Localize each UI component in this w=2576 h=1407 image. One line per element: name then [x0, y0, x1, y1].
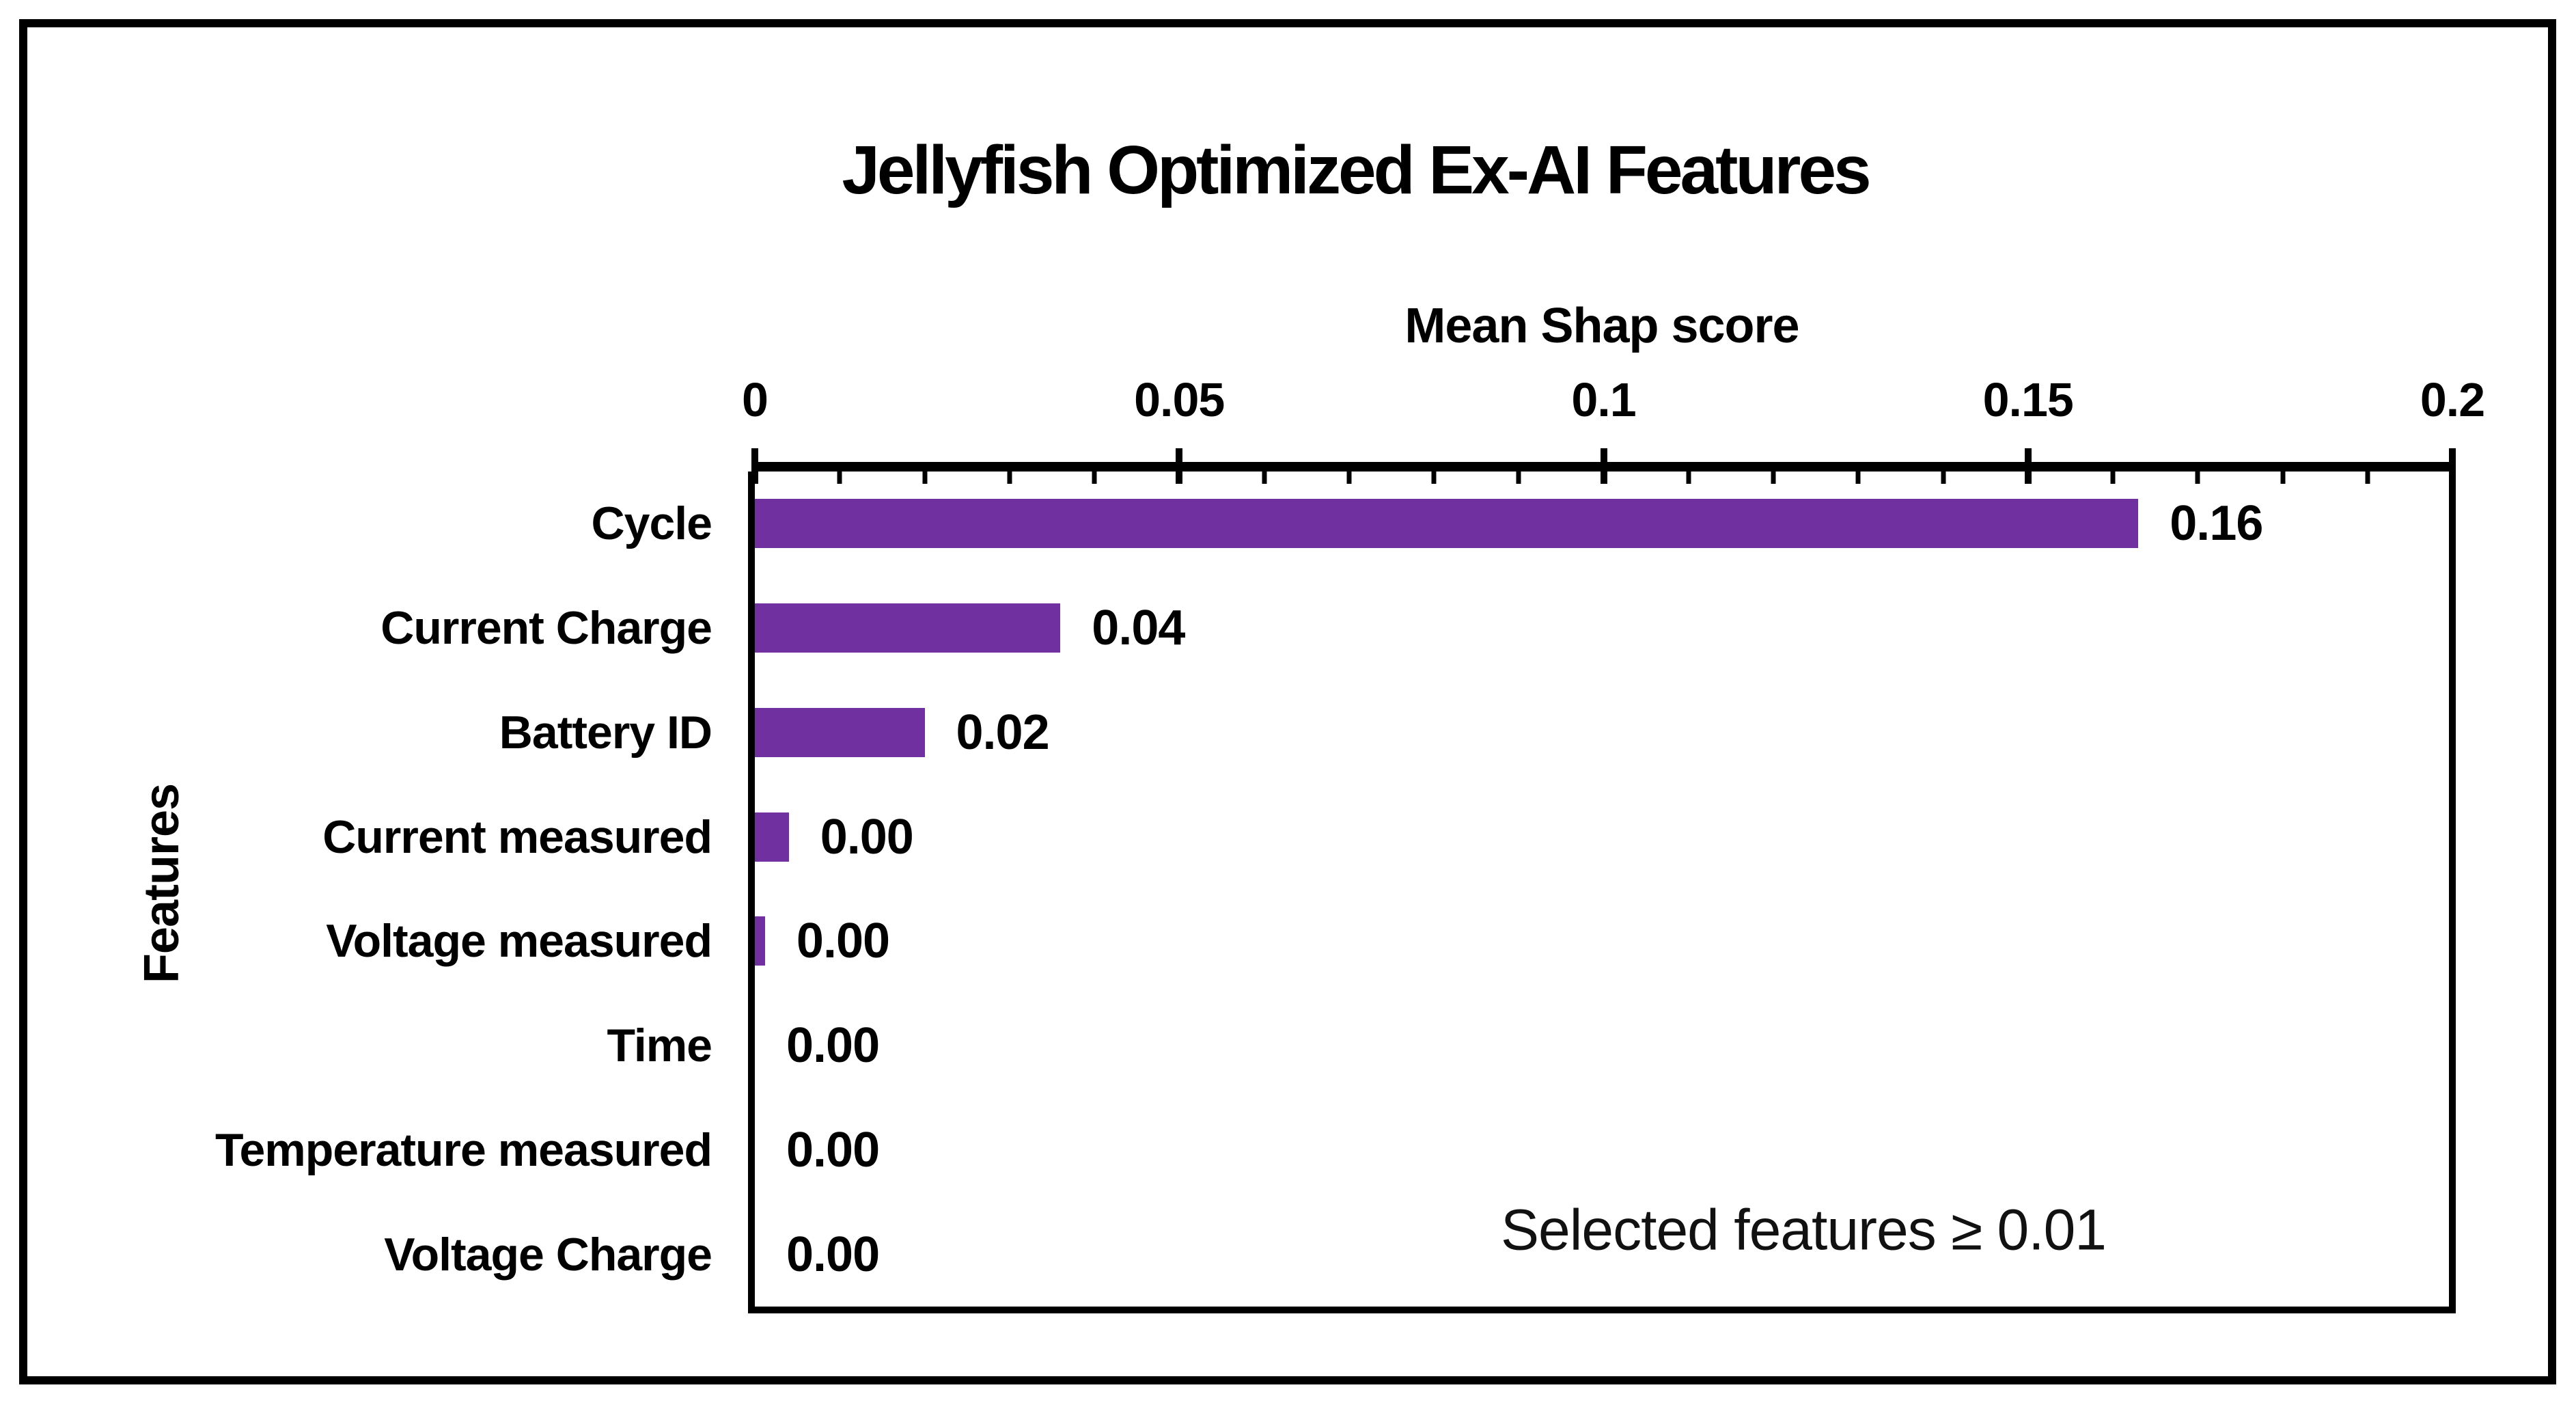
value-label: 0.00 [786, 1227, 880, 1282]
x-tick-label: 0.15 [1982, 373, 2074, 426]
chart-frame [19, 19, 2556, 1384]
category-label: Battery ID [499, 706, 712, 759]
category-label: Cycle [591, 497, 712, 550]
x-minor-tick [1346, 472, 1352, 484]
x-minor-tick [922, 472, 927, 484]
x-minor-tick [1262, 472, 1266, 484]
plot-border-left [748, 472, 755, 1313]
x-minor-tick [1092, 472, 1097, 484]
x-tick-label: 0 [742, 373, 768, 426]
x-minor-tick [1007, 472, 1012, 484]
x-major-tick [1600, 448, 1607, 484]
bar [755, 603, 1061, 653]
value-label: 0.00 [786, 1018, 880, 1074]
x-major-tick [751, 448, 758, 484]
category-label: Voltage measured [326, 915, 712, 968]
x-minor-tick [837, 472, 842, 484]
x-minor-tick [2195, 472, 2200, 484]
x-tick-label: 0.1 [1571, 373, 1636, 426]
x-minor-tick [2110, 472, 2116, 484]
x-major-tick [2449, 448, 2456, 484]
value-label: 0.02 [956, 705, 1050, 760]
category-label: Voltage Charge [384, 1228, 712, 1281]
bar [755, 812, 789, 862]
plot-border-bottom [748, 1307, 2456, 1313]
x-minor-tick [1941, 472, 1945, 484]
chart-title: Jellyfish Optimized Ex-AI Features [842, 132, 1871, 208]
x-tick-label: 0.05 [1134, 373, 1225, 426]
bar [755, 916, 765, 966]
category-label: Temperature measured [214, 1123, 712, 1176]
x-major-tick [1176, 448, 1183, 484]
value-label: 0.00 [786, 1122, 880, 1177]
value-label: 0.04 [1092, 601, 1185, 656]
category-label: Current Charge [380, 602, 712, 655]
value-label: 0.00 [820, 809, 914, 864]
x-minor-tick [1516, 472, 1521, 484]
x-minor-tick [2280, 472, 2285, 484]
bar [755, 707, 925, 757]
category-label: Time [607, 1020, 712, 1072]
threshold-annotation: Selected features ≥ 0.01 [1500, 1197, 2107, 1262]
value-label: 0.16 [2170, 496, 2263, 551]
value-label: 0.00 [796, 914, 890, 969]
y-axis-title: Features [135, 783, 189, 984]
x-minor-tick [1686, 472, 1691, 484]
category-label: Current measured [322, 810, 712, 863]
plot-border-right [2449, 472, 2456, 1313]
x-major-tick [2024, 448, 2032, 484]
x-minor-tick [1771, 472, 1776, 484]
bar [755, 499, 2139, 549]
x-tick-label: 0.2 [2420, 373, 2485, 426]
x-minor-tick [1855, 472, 1861, 484]
x-minor-tick [1431, 472, 1437, 484]
x-minor-tick [2365, 472, 2370, 484]
x-axis-title: Mean Shap score [1404, 299, 1799, 353]
